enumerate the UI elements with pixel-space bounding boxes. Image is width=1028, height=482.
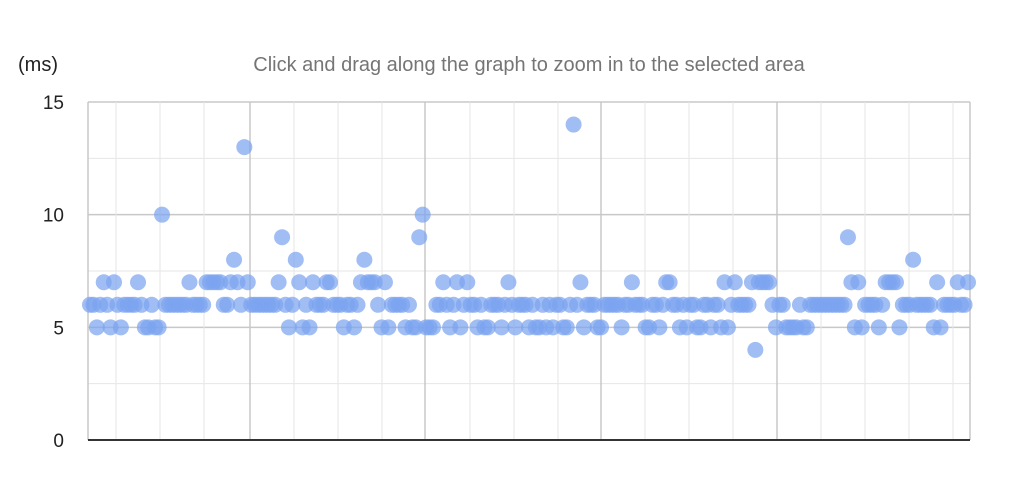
data-point[interactable] xyxy=(270,274,287,291)
data-point[interactable] xyxy=(226,251,243,268)
data-point[interactable] xyxy=(130,274,147,291)
data-point[interactable] xyxy=(106,274,123,291)
data-point[interactable] xyxy=(349,296,366,313)
data-point[interactable] xyxy=(839,229,856,246)
data-point[interactable] xyxy=(452,319,469,336)
data-point[interactable] xyxy=(346,319,363,336)
data-point[interactable] xyxy=(322,274,339,291)
data-point[interactable] xyxy=(291,274,308,291)
data-point[interactable] xyxy=(435,274,452,291)
data-point[interactable] xyxy=(853,319,870,336)
data-point[interactable] xyxy=(236,139,253,156)
data-point[interactable] xyxy=(572,274,589,291)
data-point[interactable] xyxy=(287,251,304,268)
data-point[interactable] xyxy=(613,319,630,336)
data-point[interactable] xyxy=(88,319,105,336)
data-point[interactable] xyxy=(112,319,129,336)
data-point[interactable] xyxy=(370,296,387,313)
data-point[interactable] xyxy=(181,274,198,291)
data-point[interactable] xyxy=(284,296,301,313)
data-point[interactable] xyxy=(411,229,428,246)
y-tick-label: 10 xyxy=(43,206,64,227)
data-point[interactable] xyxy=(719,319,736,336)
y-tick-label: 5 xyxy=(53,318,64,339)
data-point[interactable] xyxy=(593,319,610,336)
data-point[interactable] xyxy=(400,296,417,313)
data-point[interactable] xyxy=(565,116,582,133)
data-point[interactable] xyxy=(280,319,297,336)
data-point[interactable] xyxy=(301,319,318,336)
y-tick-label: 15 xyxy=(43,93,64,114)
data-point[interactable] xyxy=(870,319,887,336)
y-tick-label: 0 xyxy=(53,431,64,452)
zoom-hint: Click and drag along the graph to zoom i… xyxy=(253,54,805,76)
y-axis-unit-label: (ms) xyxy=(18,54,58,76)
y-tick-labels: 0 5 10 15 xyxy=(43,93,64,452)
data-point[interactable] xyxy=(575,319,592,336)
data-point[interactable] xyxy=(891,319,908,336)
data-point[interactable] xyxy=(376,274,393,291)
data-point[interactable] xyxy=(424,319,441,336)
data-point[interactable] xyxy=(507,319,524,336)
data-point[interactable] xyxy=(651,319,668,336)
data-point[interactable] xyxy=(500,274,517,291)
data-point[interactable] xyxy=(709,296,726,313)
data-point[interactable] xyxy=(143,296,160,313)
data-point[interactable] xyxy=(887,274,904,291)
data-point[interactable] xyxy=(274,229,291,246)
data-point[interactable] xyxy=(493,319,510,336)
data-point[interactable] xyxy=(960,274,976,291)
data-point[interactable] xyxy=(774,296,791,313)
data-point[interactable] xyxy=(850,274,867,291)
data-point[interactable] xyxy=(922,296,939,313)
data-point[interactable] xyxy=(623,274,640,291)
data-point[interactable] xyxy=(956,296,973,313)
data-point[interactable] xyxy=(380,319,397,336)
data-point[interactable] xyxy=(836,296,853,313)
grid-lines xyxy=(87,101,971,440)
data-point[interactable] xyxy=(304,274,321,291)
data-point[interactable] xyxy=(929,274,946,291)
data-point[interactable] xyxy=(414,206,431,223)
data-point[interactable] xyxy=(761,274,778,291)
data-point[interactable] xyxy=(905,251,922,268)
data-point[interactable] xyxy=(661,274,678,291)
data-point[interactable] xyxy=(150,319,167,336)
data-point[interactable] xyxy=(747,341,764,358)
data-point[interactable] xyxy=(219,296,236,313)
data-point[interactable] xyxy=(479,319,496,336)
data-point[interactable] xyxy=(459,274,476,291)
data-point[interactable] xyxy=(195,296,212,313)
data-point[interactable] xyxy=(154,206,171,223)
data-points[interactable] xyxy=(82,116,976,358)
data-point[interactable] xyxy=(874,296,891,313)
data-point[interactable] xyxy=(356,251,373,268)
data-point[interactable] xyxy=(726,274,743,291)
data-point[interactable] xyxy=(558,319,575,336)
data-point[interactable] xyxy=(239,274,256,291)
data-point[interactable] xyxy=(740,296,757,313)
data-point[interactable] xyxy=(932,319,949,336)
data-point[interactable] xyxy=(798,319,815,336)
